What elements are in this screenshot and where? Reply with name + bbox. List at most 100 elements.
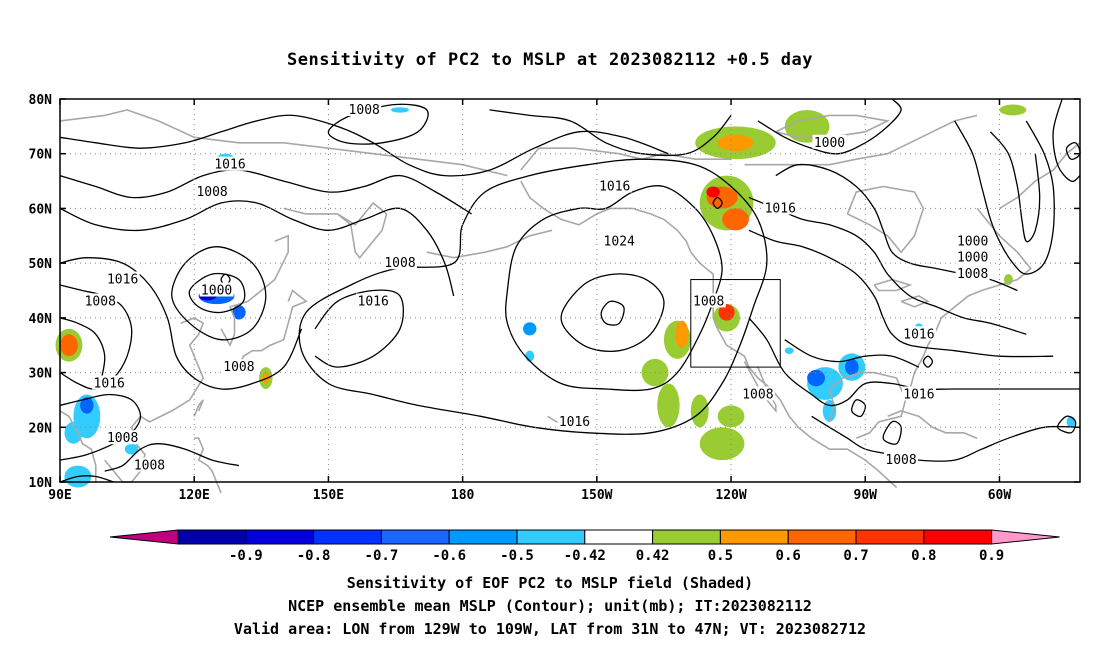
contour-label-bg — [901, 326, 936, 341]
contour-label: 1024 — [604, 234, 635, 249]
isobar — [59, 169, 472, 215]
contour-label-bg — [213, 156, 247, 171]
caption-line-3: Valid area: LON from 129W to 109W, LAT f… — [233, 620, 867, 638]
colorbar-swatch — [584, 529, 654, 545]
shaded-region — [124, 443, 139, 455]
isobar — [748, 229, 1054, 358]
shaded-region — [706, 186, 720, 198]
colorbar-label: -0.7 — [365, 548, 399, 564]
contour-label: 1008 — [349, 103, 380, 118]
contour-label-bg — [105, 271, 140, 286]
contour-label: 1008 — [85, 294, 116, 309]
isobar — [171, 246, 267, 341]
colorbar-upper-extend — [991, 529, 1060, 545]
isobar — [851, 399, 867, 418]
colorbar-label: -0.8 — [297, 548, 331, 564]
contour-label: 1016 — [559, 415, 590, 430]
shaded-region — [690, 394, 709, 428]
lat-tick-label: 50N — [29, 257, 53, 272]
contour-label: 1016 — [358, 294, 389, 309]
colorbar-swatch — [313, 529, 382, 545]
shaded-region — [845, 358, 859, 376]
colorbar-swatch — [923, 529, 993, 545]
isobar — [600, 300, 625, 326]
colorbar-label: -0.6 — [432, 548, 466, 564]
colorbar-label: -0.5 — [500, 548, 534, 564]
contour-label-bg — [597, 178, 632, 193]
isobar — [505, 185, 723, 392]
isobar — [314, 289, 405, 368]
shaded-region — [807, 369, 825, 387]
contour-label: 1016 — [214, 158, 245, 173]
shaded-region — [391, 107, 409, 113]
colorbar-label: 0.6 — [776, 548, 801, 564]
coastline-segment — [887, 410, 978, 439]
shaded-region — [675, 320, 689, 348]
isobar — [59, 317, 106, 384]
colorbar-label: 0.8 — [911, 548, 936, 564]
coastline-segment — [744, 114, 978, 166]
lat-tick-label: 10N — [29, 476, 53, 491]
coastline-segment — [846, 185, 925, 254]
contour-label: 1016 — [903, 387, 934, 402]
shaded-region — [718, 304, 735, 321]
contour-label: 1008 — [134, 459, 165, 474]
isobar — [59, 114, 669, 177]
contour-label: 1016 — [765, 201, 796, 216]
isobar — [748, 317, 1080, 407]
lon-tick-label: 90W — [854, 488, 878, 503]
contour-label-bg — [602, 233, 637, 248]
contour-label-bg — [955, 233, 990, 248]
contour-label-bg — [812, 134, 847, 149]
coastline-segment — [690, 251, 898, 489]
shaded-region — [80, 397, 94, 414]
coastline-segment — [775, 114, 891, 139]
colorbar-swatch — [652, 529, 721, 545]
colorbar-swatch — [448, 529, 518, 545]
contour-label-bg — [221, 359, 256, 374]
contour-label: 1008 — [693, 294, 724, 309]
isobar — [59, 257, 303, 390]
lat-tick-label: 60N — [29, 202, 53, 217]
colorbar-swatch — [787, 529, 857, 545]
colorbar-lower-extend — [109, 529, 179, 545]
contour-label: 1008 — [196, 185, 227, 200]
contour-label-bg — [740, 386, 775, 401]
contour-label-bg — [691, 293, 726, 308]
contour-label-bg — [92, 375, 127, 390]
isobar — [882, 420, 902, 445]
isobar — [757, 98, 902, 155]
contour-label-bg — [347, 101, 382, 116]
shaded-region — [64, 421, 83, 444]
lat-tick-label: 80N — [29, 93, 53, 108]
lon-tick-label: 150W — [581, 488, 612, 503]
contour-label-bg — [955, 266, 990, 281]
lat-tick-label: 40N — [29, 312, 53, 327]
coastline-segment — [426, 229, 553, 259]
coastline-segment — [59, 410, 97, 482]
map-frame — [59, 98, 1081, 483]
lon-tick-label: 120W — [715, 488, 746, 503]
contour-label: 1008 — [107, 431, 138, 446]
coastline-segment — [999, 142, 1081, 210]
contour-label: 1016 — [94, 377, 125, 392]
isobar — [104, 443, 240, 472]
caption-line-2: NCEP ensemble mean MSLP (Contour); unit(… — [288, 597, 812, 615]
contour-label: 1000 — [957, 251, 988, 266]
colorbar-label: 0.7 — [843, 548, 868, 564]
contour-label: 1008 — [223, 360, 254, 375]
coastline-segment — [828, 371, 907, 439]
colorbar-swatch — [380, 529, 450, 545]
isobar — [784, 339, 920, 368]
shaded-region — [717, 405, 745, 428]
shaded-region — [59, 334, 78, 357]
colorbar-swatch — [516, 529, 586, 545]
colorbar-swatch — [719, 529, 789, 545]
isobar — [59, 475, 114, 483]
lon-tick-label: 150E — [313, 488, 344, 503]
contour-label: 1016 — [107, 273, 138, 288]
isobar — [489, 109, 732, 157]
contour-label-bg — [195, 184, 230, 199]
